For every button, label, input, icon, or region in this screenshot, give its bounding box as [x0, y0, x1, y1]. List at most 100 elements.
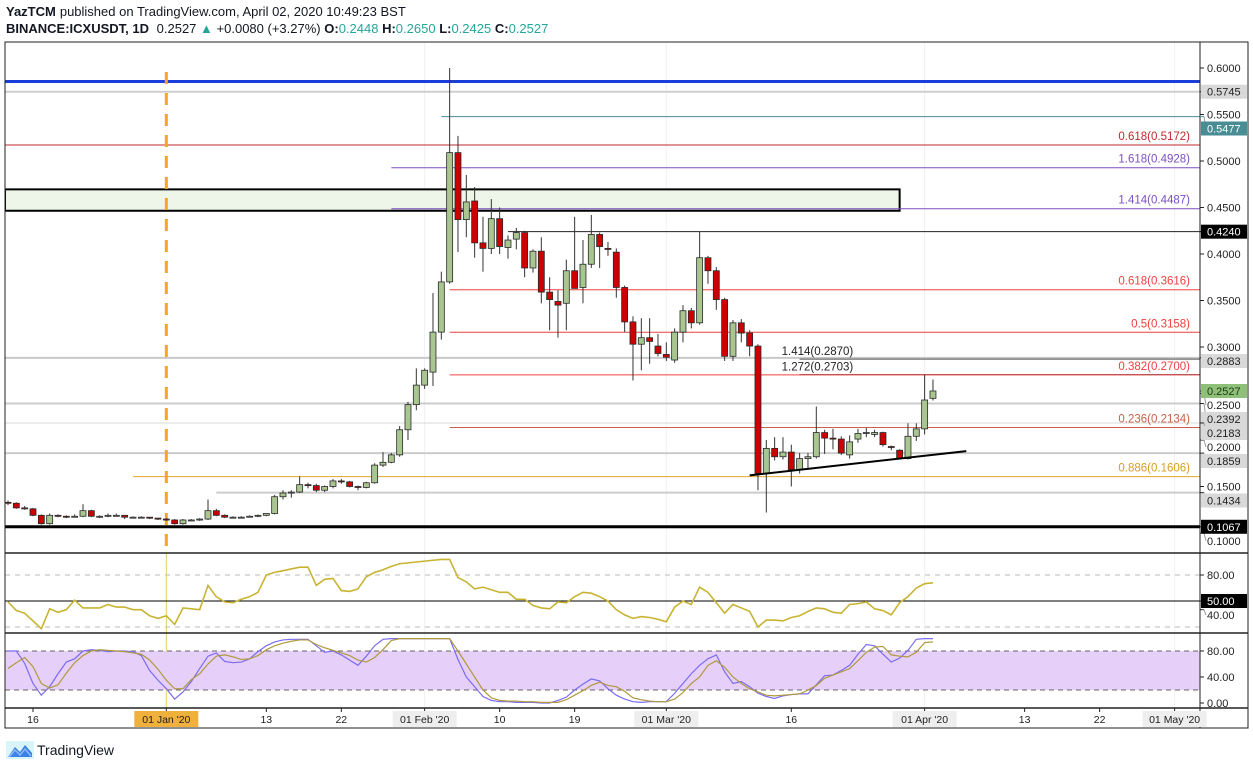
candle: [146, 516, 154, 520]
candle: [321, 485, 329, 493]
fib-level-label: 1.618(0.4928): [1118, 154, 1190, 166]
close-label: C:: [494, 21, 509, 36]
time-axis-label: 13: [260, 714, 272, 726]
candle: [304, 482, 312, 489]
candle-body: [562, 270, 570, 304]
low-label: L:: [439, 21, 452, 36]
candle-body: [546, 291, 554, 300]
candle-body: [96, 515, 104, 518]
candle-body: [212, 510, 220, 516]
rsi-axis-label: 80.00: [1207, 570, 1235, 582]
candle: [837, 436, 845, 455]
candle-body: [879, 432, 887, 446]
candle: [246, 515, 254, 518]
candle: [196, 518, 204, 521]
candle-body: [137, 516, 145, 519]
candle: [737, 319, 745, 343]
candle: [312, 483, 320, 493]
candle: [504, 235, 512, 259]
candle: [354, 485, 362, 491]
candle-body: [754, 345, 762, 474]
price-level-axis-label: 0.4240: [1207, 227, 1241, 239]
candle: [454, 135, 462, 253]
candle: [412, 368, 420, 411]
candle: [896, 449, 904, 460]
candle-body: [604, 248, 612, 250]
candle: [704, 255, 712, 284]
candle-body: [337, 480, 345, 483]
candle: [471, 187, 479, 258]
candle-body: [404, 404, 412, 431]
candle-body: [371, 464, 379, 484]
candle: [521, 230, 529, 278]
candle: [512, 227, 520, 250]
candle-body: [37, 514, 45, 525]
candle-body: [837, 438, 845, 454]
brand-name: TradingView: [37, 742, 115, 758]
time-axis-label: 01 Apr '20: [901, 714, 948, 726]
candle-body: [237, 516, 245, 519]
candle-body: [162, 518, 170, 521]
time-axis-label: 22: [335, 714, 347, 726]
candle-body: [479, 242, 487, 249]
high-label: H:: [382, 21, 396, 36]
candle-body: [512, 232, 520, 240]
candle-body: [362, 482, 370, 488]
candle: [821, 429, 829, 454]
candle: [54, 514, 62, 518]
candle: [696, 231, 704, 325]
candle: [479, 216, 487, 272]
candle-body: [187, 519, 195, 522]
fib-level-label: 0.618(0.5172): [1118, 131, 1190, 143]
candle: [846, 435, 854, 459]
candle: [871, 429, 879, 438]
candle: [37, 514, 45, 525]
candle: [204, 499, 212, 520]
candle-body: [704, 257, 712, 272]
price-axis-label: 0.2500: [1207, 400, 1241, 412]
candle-body: [554, 301, 562, 306]
candle: [221, 514, 229, 519]
candle: [171, 519, 179, 525]
candle-body: [912, 428, 920, 437]
candle: [371, 463, 379, 484]
candle: [729, 320, 737, 361]
price-axis-label: 0.3500: [1207, 296, 1241, 308]
price-axis-label: 0.1500: [1207, 482, 1241, 494]
price-axis-label-leader: [1203, 439, 1207, 448]
low-value: 0.2425: [451, 21, 492, 36]
candle: [562, 259, 570, 331]
candle: [21, 506, 29, 510]
candle: [621, 285, 629, 333]
candle: [279, 490, 287, 500]
candle-body: [462, 201, 470, 220]
price-level-axis-label: 0.1859: [1207, 456, 1241, 468]
candle: [129, 516, 137, 519]
candle-body: [637, 337, 645, 345]
candle-body: [196, 518, 204, 521]
time-axis-label: 10: [494, 714, 506, 726]
candle: [812, 406, 820, 459]
stoch-axis-label: 40.00: [1207, 672, 1235, 684]
time-axis-label: 01 Feb '20: [400, 714, 449, 726]
price-level-axis-label: 0.1067: [1207, 522, 1241, 534]
tradingview-brand[interactable]: TradingView: [6, 741, 114, 759]
price-level-axis-label-bg: [1201, 411, 1247, 426]
time-axis-label: 19: [569, 714, 581, 726]
candle-body: [146, 516, 154, 519]
rsi-line: [7, 558, 934, 631]
candle: [546, 277, 554, 331]
candle: [254, 514, 262, 518]
candle-body: [421, 369, 429, 386]
author-name[interactable]: YazTCM: [6, 4, 56, 19]
candle-body: [471, 200, 479, 244]
candle-body: [12, 502, 20, 509]
last-price-axis-label-bg: [1201, 383, 1247, 398]
last-price-axis-label: 0.2527: [1207, 386, 1241, 398]
candle: [537, 237, 545, 304]
candle-body: [854, 433, 862, 440]
symbol-name[interactable]: BINANCE:ICXUSDT, 1D: [6, 21, 150, 36]
candle-body: [446, 152, 454, 283]
candle: [721, 297, 729, 361]
